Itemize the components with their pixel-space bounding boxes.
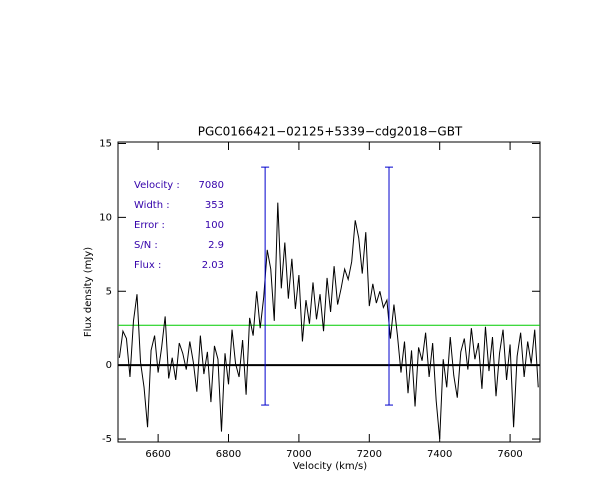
y-tick-label: 0 xyxy=(106,360,112,371)
annotation-label: Velocity : xyxy=(134,180,180,191)
y-axis-label: Flux density (mJy) xyxy=(83,247,94,337)
chart-title: PGC0166421−02125+5339−cdg2018−GBT xyxy=(198,125,463,139)
annotation-label: Width : xyxy=(134,200,170,211)
x-tick-label: 7600 xyxy=(497,449,522,460)
plot-frame xyxy=(117,141,541,443)
x-tick-label: 7200 xyxy=(357,449,382,460)
annotation-label: Error : xyxy=(134,220,165,231)
annotation-value: 7080 xyxy=(199,180,224,191)
annotation-label: S/N : xyxy=(134,240,158,251)
x-axis-label: Velocity (km/s) xyxy=(293,461,367,472)
annotation-value: 100 xyxy=(205,220,224,231)
y-tick-label: 10 xyxy=(99,212,112,223)
y-tick-label: 15 xyxy=(99,138,112,149)
x-tick-label: 6600 xyxy=(145,449,170,460)
x-tick-label: 7000 xyxy=(286,449,311,460)
y-tick-label: -5 xyxy=(102,434,112,445)
y-tick-label: 5 xyxy=(106,286,112,297)
annotation-value: 353 xyxy=(205,200,224,211)
spectrum-line xyxy=(118,202,539,440)
annotation-label: Flux : xyxy=(134,260,161,271)
x-tick-label: 6800 xyxy=(216,449,241,460)
x-tick-label: 7400 xyxy=(427,449,452,460)
annotation-value: 2.9 xyxy=(208,240,224,251)
annotation-value: 2.03 xyxy=(202,260,224,271)
